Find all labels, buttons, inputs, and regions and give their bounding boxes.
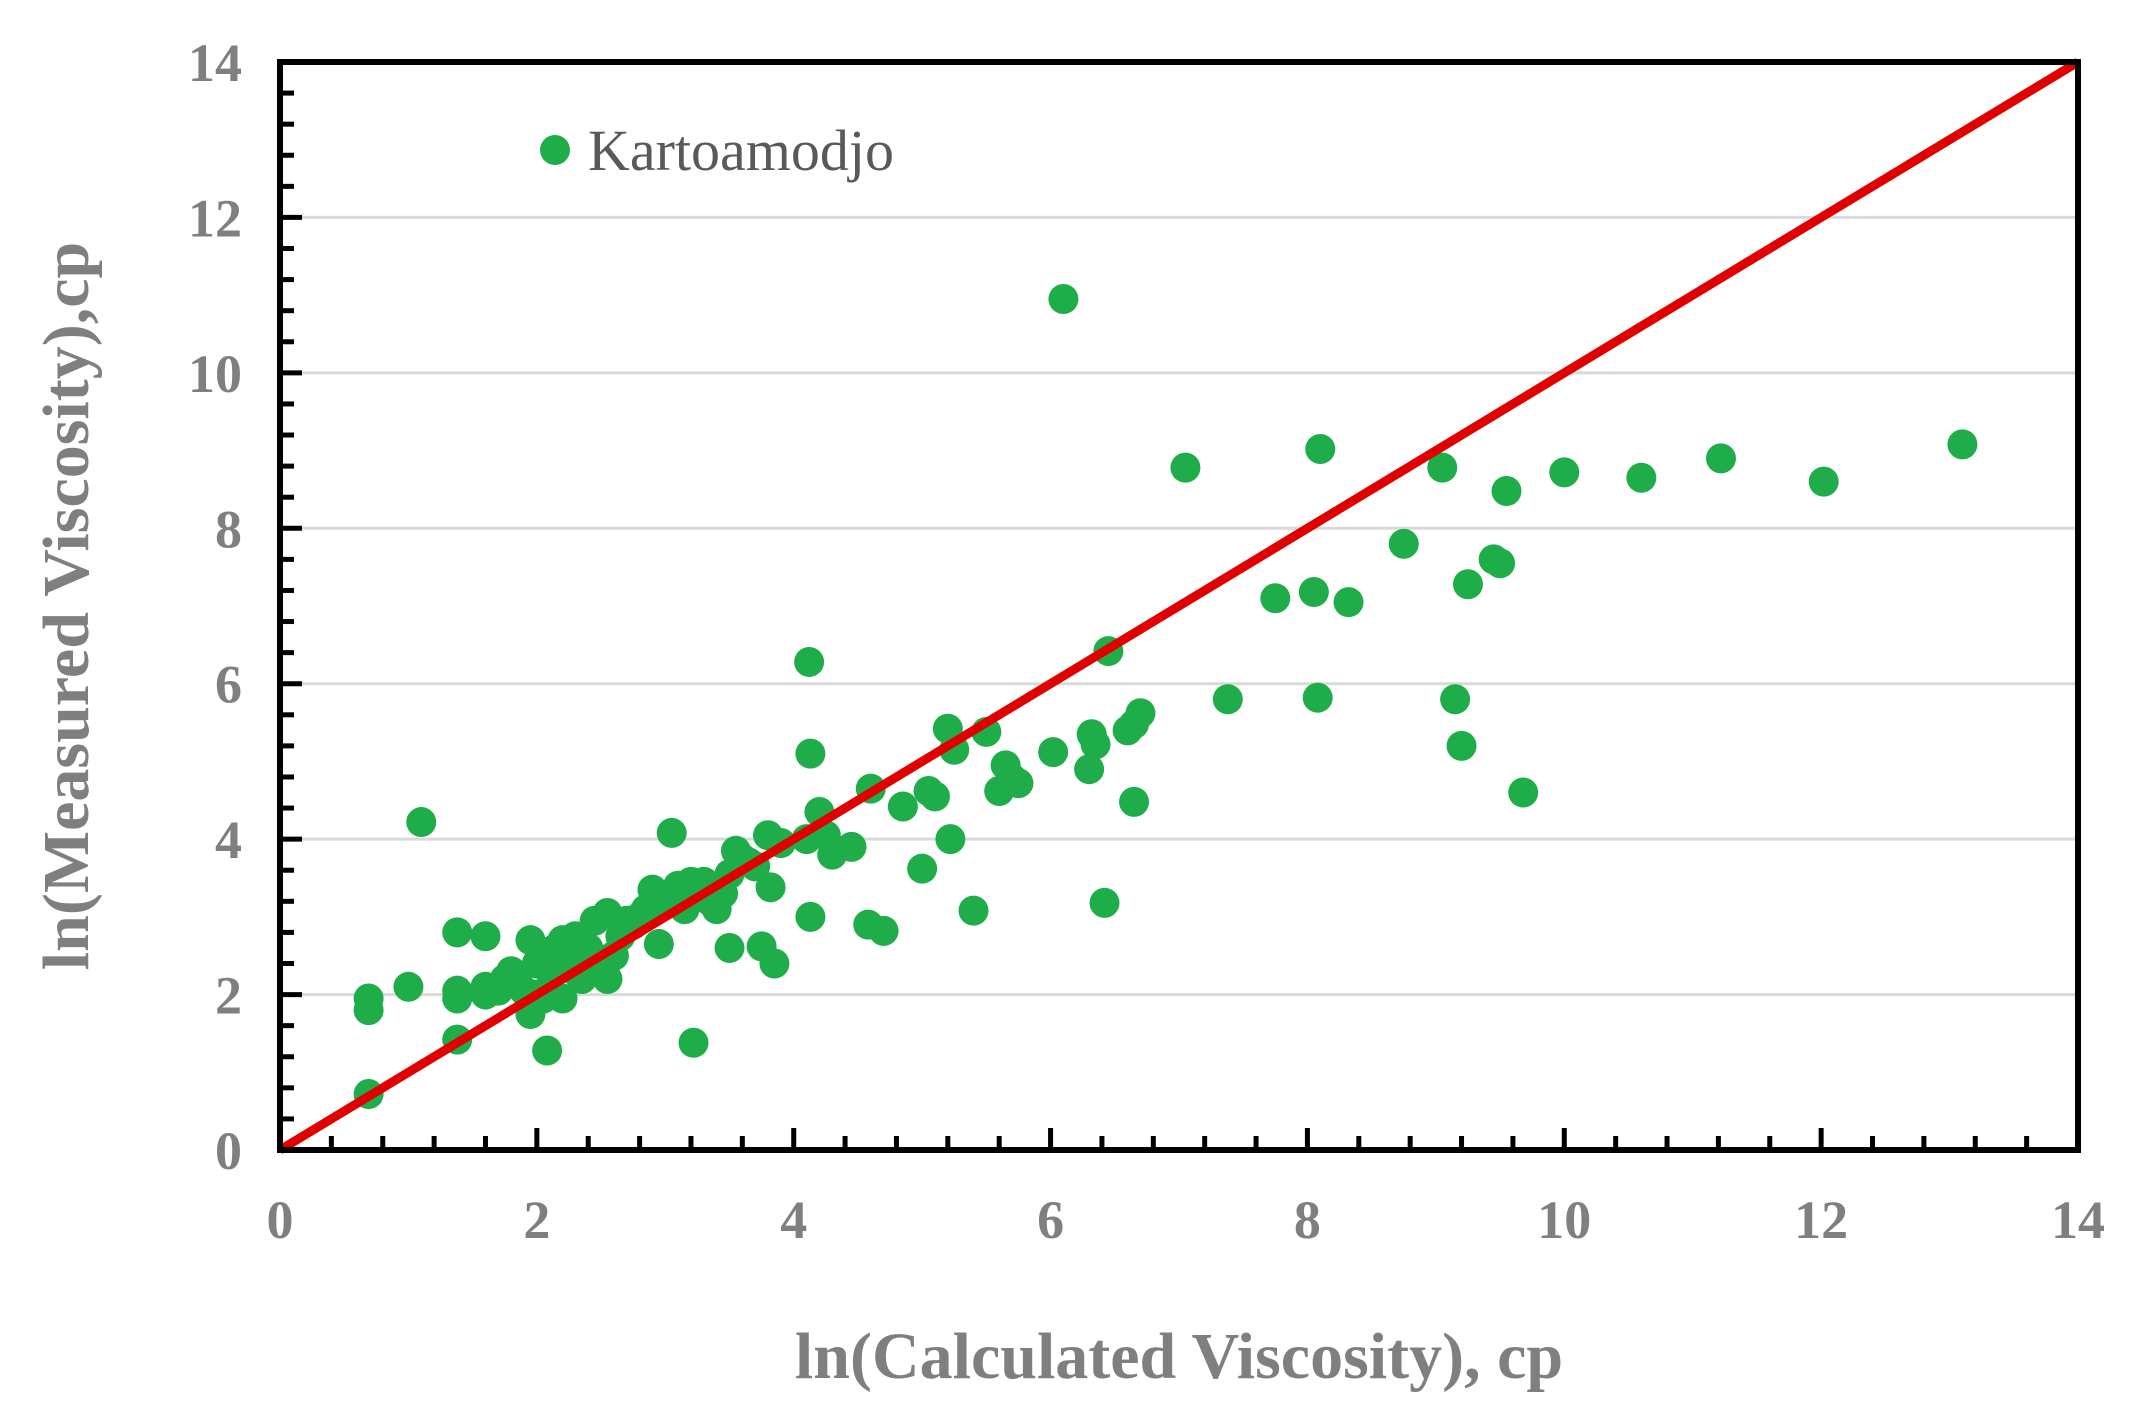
data-point [1452, 569, 1483, 600]
data-point [1388, 528, 1419, 559]
data-point [1302, 682, 1333, 713]
y-tick-label: 4 [215, 810, 242, 870]
data-point [1485, 548, 1516, 579]
data-point [1212, 684, 1243, 715]
x-tick-label: 14 [2051, 1190, 2105, 1250]
x-minor-ticks [277, 1128, 2081, 1150]
x-tick-label: 10 [1537, 1190, 1591, 1250]
data-point [794, 646, 825, 677]
x-tick-label: 8 [1294, 1190, 1321, 1250]
data-point [1003, 768, 1034, 799]
reference-line [277, 58, 2081, 1154]
data-point [795, 901, 826, 932]
data-point [759, 948, 790, 979]
data-point [1440, 684, 1471, 715]
data-point [592, 964, 623, 995]
data-point [714, 932, 745, 963]
y-tick-label: 8 [215, 499, 242, 559]
data-point [919, 781, 950, 812]
y-tick-label: 14 [188, 33, 242, 93]
x-tick-label: 4 [780, 1190, 807, 1250]
data-point [1298, 577, 1329, 608]
data-point [547, 983, 578, 1014]
data-point [887, 791, 918, 822]
x-axis-title: ln(Calculated Viscosity), cp [795, 1320, 1563, 1393]
data-point [958, 895, 989, 926]
data-point [1048, 284, 1079, 315]
y-tick-labels: 0 2 4 6 8 10 12 14 [188, 33, 242, 1181]
data-point [1549, 457, 1580, 488]
y-tick-label: 2 [215, 966, 242, 1026]
data-point [1125, 698, 1156, 729]
data-point [755, 872, 786, 903]
x-tick-label: 12 [1794, 1190, 1848, 1250]
data-point [1508, 777, 1539, 808]
y-axis-title: ln(Measured Viscosity),cp [30, 242, 103, 970]
data-point [1705, 443, 1736, 474]
data-point [795, 738, 826, 769]
data-point [935, 824, 966, 855]
legend-label-kartoamodjo: Kartoamodjo [588, 118, 894, 183]
data-point [1333, 587, 1364, 618]
x-tick-labels: 0 2 4 6 8 10 12 14 [267, 1190, 2106, 1250]
data-point [532, 1035, 563, 1066]
y-tick-label: 0 [215, 1121, 242, 1181]
x-tick-label: 6 [1037, 1190, 1064, 1250]
data-point [907, 853, 938, 884]
data-point [1947, 429, 1978, 460]
data-point [1427, 452, 1458, 483]
data-point [1038, 737, 1069, 768]
y-tick-label: 12 [188, 188, 242, 248]
legend-marker-kartoamodjo [540, 135, 570, 165]
data-point [1626, 462, 1657, 493]
data-point [1119, 786, 1150, 817]
data-point [406, 807, 437, 838]
data-point [393, 971, 424, 1002]
y-tick-label: 10 [188, 344, 242, 404]
data-point [1260, 583, 1291, 614]
data-point [1491, 475, 1522, 506]
data-point [678, 1027, 709, 1058]
data-point [643, 929, 674, 960]
legend: Kartoamodjo [540, 118, 894, 183]
x-tick-label: 2 [523, 1190, 550, 1250]
plot-area-border [277, 59, 2081, 1153]
data-point [1808, 466, 1839, 497]
data-point [1170, 452, 1201, 483]
data-point [1089, 887, 1120, 918]
data-point [1305, 434, 1336, 465]
x-tick-label: 0 [267, 1190, 294, 1250]
data-point [353, 995, 384, 1026]
data-point [836, 831, 867, 862]
data-point [442, 917, 473, 948]
data-point [470, 921, 501, 952]
data-point [442, 983, 473, 1014]
data-point [1074, 754, 1105, 785]
y-minor-ticks [280, 59, 302, 1153]
y-tick-label: 6 [215, 655, 242, 715]
data-points [353, 284, 1978, 1110]
data-point [1080, 729, 1111, 760]
gridlines [280, 215, 2078, 997]
data-point [656, 817, 687, 848]
data-point [868, 915, 899, 946]
data-point [1446, 730, 1477, 761]
